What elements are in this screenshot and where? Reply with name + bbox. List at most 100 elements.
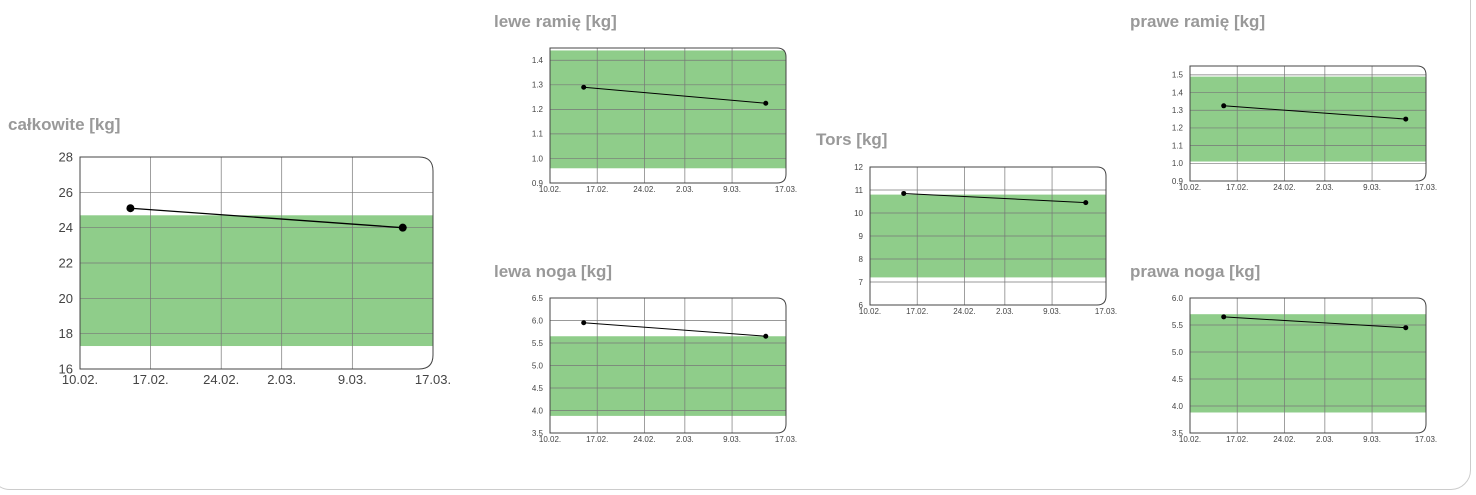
- chart-lewe-ramie: 0.9 1.0 1.1 1.2 1.3 1.4 10.02. 17.02. 24.02. 2.03…: [532, 47, 797, 194]
- x-tick-label: 17.02.: [586, 435, 608, 444]
- series-line: [903, 192, 1086, 204]
- y-tick-label: 6.5: [532, 294, 544, 303]
- series-line: [583, 322, 766, 337]
- chart-prawe-ramie: 0.9 1.0 1.1 1.2 1.3 1.4 1.5 10.02. 17.02. 24.02. 2…: [1172, 65, 1437, 192]
- x-tick-label: 17.02.: [906, 307, 928, 316]
- y-tick-label: 4.5: [1172, 375, 1184, 384]
- x-tick-label: 10.02.: [539, 435, 561, 444]
- x-tick-label: 24.02.: [203, 372, 239, 387]
- y-tick-label: 9: [859, 232, 864, 241]
- plot-area: [870, 167, 1106, 305]
- y-tick-label: 10: [854, 209, 863, 218]
- normal-range-band: [1190, 76, 1426, 162]
- x-tick-label: 9.03.: [1363, 435, 1381, 444]
- normal-range-band: [1190, 314, 1426, 413]
- x-tick-label: 2.03.: [676, 185, 694, 194]
- x-tick-label: 24.02.: [1273, 183, 1295, 192]
- data-point: [1221, 314, 1227, 320]
- y-tick-label: 24: [59, 220, 73, 235]
- y-tick-label: 28: [59, 150, 73, 165]
- y-tick-label: 18: [59, 326, 73, 341]
- data-point: [398, 223, 407, 232]
- y-tick-label: 1.1: [532, 130, 544, 139]
- y-tick-label: 6: [859, 301, 864, 310]
- data-point: [126, 204, 135, 213]
- chart-title-prawe-ramie: prawe ramię [kg]: [1130, 12, 1266, 31]
- chart-title-lewa-noga: lewa noga [kg]: [494, 262, 613, 281]
- plot-border: [549, 297, 787, 434]
- y-tick-label: 1.3: [532, 81, 544, 90]
- chart-title-prawa-noga: prawa noga [kg]: [1130, 262, 1261, 281]
- plot-border: [549, 47, 787, 184]
- data-point: [1403, 325, 1409, 331]
- x-tick-label: 24.02.: [953, 307, 975, 316]
- y-tick-label: 1.1: [1172, 141, 1184, 150]
- plot-border: [1189, 297, 1427, 434]
- data-point: [763, 100, 769, 106]
- y-tick-label: 1.0: [532, 154, 544, 163]
- chart-prawa-noga: 3.5 4.0 4.5 5.0 5.5 6.0 10.02. 17.02. 24.02. 2.03…: [1172, 294, 1437, 444]
- x-tick-label: 2.03.: [1316, 435, 1334, 444]
- y-tick-label: 0.9: [1172, 177, 1184, 186]
- y-tick-label: 5.5: [1172, 321, 1184, 330]
- x-tick-label: 17.03.: [775, 435, 797, 444]
- x-tick-label: 17.03.: [1095, 307, 1117, 316]
- y-tick-label: 4.0: [532, 406, 544, 415]
- x-tick-label: 24.02.: [633, 435, 655, 444]
- series-line: [1223, 105, 1406, 120]
- y-tick-label: 1.5: [1172, 71, 1184, 80]
- y-tick-label: 4.0: [1172, 402, 1184, 411]
- y-tick-label: 1.4: [1172, 88, 1184, 97]
- plot-area: [80, 157, 433, 369]
- x-tick-label: 10.02.: [539, 185, 561, 194]
- y-tick-label: 1.2: [532, 105, 544, 114]
- y-tick-label: 22: [59, 256, 73, 271]
- y-tick-label: 3.5: [1172, 429, 1184, 438]
- data-point: [581, 320, 587, 326]
- normal-range-band: [550, 336, 786, 416]
- x-tick-label: 9.03.: [723, 435, 741, 444]
- x-tick-label: 2.03.: [267, 372, 296, 387]
- y-tick-label: 20: [59, 291, 73, 306]
- data-point: [1221, 103, 1227, 109]
- y-tick-label: 0.9: [532, 179, 544, 188]
- x-tick-label: 17.03.: [1415, 183, 1437, 192]
- x-tick-label: 17.02.: [1226, 435, 1248, 444]
- x-tick-label: 17.02.: [133, 372, 169, 387]
- x-tick-label: 17.02.: [1226, 183, 1248, 192]
- x-tick-label: 24.02.: [633, 185, 655, 194]
- y-tick-label: 11: [855, 186, 864, 195]
- x-tick-label: 10.02.: [859, 307, 881, 316]
- x-tick-label: 2.03.: [1316, 183, 1334, 192]
- plot-border: [79, 156, 434, 370]
- x-tick-label: 17.02.: [586, 185, 608, 194]
- series-line: [1223, 316, 1406, 329]
- y-tick-label: 1.3: [1172, 106, 1184, 115]
- y-tick-label: 5.5: [532, 339, 544, 348]
- chart-tors: 6 7 8 9 10 11 12 10.02. 17.02. 24.02. 2.03. 9.03. 17…: [854, 163, 1117, 316]
- chart-calkowite: 16 18 20 22 24 26 28 10.02. 17.02. 24.02. 2.03. 9.0…: [59, 150, 452, 387]
- chart-title-lewe-ramie: lewe ramię [kg]: [494, 12, 617, 31]
- plot-area: [1190, 66, 1426, 181]
- y-tick-label: 8: [859, 255, 864, 264]
- y-tick-label: 3.5: [532, 429, 544, 438]
- x-tick-label: 17.03.: [1415, 435, 1437, 444]
- y-tick-label: 7: [859, 278, 864, 287]
- x-tick-label: 9.03.: [1043, 307, 1061, 316]
- y-tick-label: 6.0: [532, 316, 544, 325]
- x-tick-label: 2.03.: [676, 435, 694, 444]
- x-tick-label: 9.03.: [723, 185, 741, 194]
- chart-title-tors: Tors [kg]: [816, 130, 888, 149]
- x-tick-label: 24.02.: [1273, 435, 1295, 444]
- plot-area: [550, 298, 786, 433]
- data-point: [1083, 200, 1089, 206]
- chart-lewa-noga: 3.5 4.0 4.5 5.0 5.5 6.0 6.5 10.02. 17.02. 24.02. 2…: [532, 294, 797, 444]
- x-tick-label: 2.03.: [996, 307, 1014, 316]
- x-tick-label: 9.03.: [1363, 183, 1381, 192]
- normal-range-band: [80, 215, 433, 347]
- series-line: [130, 207, 403, 229]
- y-tick-label: 5.0: [1172, 348, 1184, 357]
- y-tick-label: 5.0: [532, 361, 544, 370]
- y-tick-label: 1.0: [1172, 159, 1184, 168]
